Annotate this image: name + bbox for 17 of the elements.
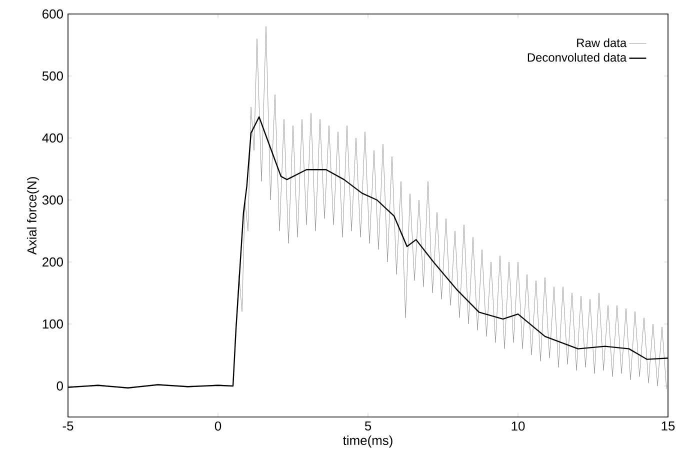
y-tick-label: 600 [42, 9, 63, 19]
x-tick-label: 5 [364, 422, 372, 431]
y-tick-label: 400 [42, 133, 63, 143]
y-tick-label: 100 [42, 319, 63, 329]
x-tick-label: 15 [662, 422, 675, 431]
y-tick-label: 500 [42, 71, 63, 81]
x-tick-label: 10 [512, 422, 525, 431]
y-tick-label: 200 [42, 257, 63, 267]
y-tick-label: 0 [56, 381, 63, 391]
legend-label: Raw data [577, 38, 627, 48]
y-tick-label: 300 [42, 195, 63, 205]
y-axis-title: Axial force(N) [26, 177, 40, 255]
x-tick-label: -5 [62, 422, 74, 431]
line-series [68, 26, 667, 390]
x-tick-label: 0 [214, 422, 222, 431]
legend-label: Deconvoluted data [528, 52, 627, 62]
x-axis-title: time(ms) [343, 436, 392, 448]
